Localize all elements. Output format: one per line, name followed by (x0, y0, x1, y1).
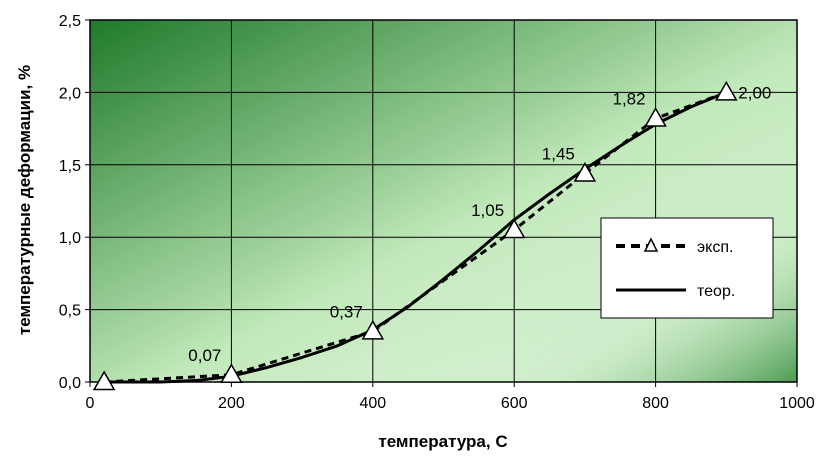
series-marker-exp (644, 106, 667, 127)
series-layer (92, 80, 738, 391)
series-marker-exp (361, 319, 385, 340)
data-labels: 0,07 0,37 1,05 1,45 1,82 2,00 (188, 83, 771, 364)
data-label: 1,82 (613, 89, 646, 108)
series-marker-exp (573, 161, 597, 182)
legend-marker-exp (643, 237, 659, 252)
y-tick-label: 1,0 (59, 230, 81, 247)
data-label: 0,37 (330, 302, 363, 321)
data-label: 2,00 (738, 83, 771, 102)
data-label: 1,05 (471, 201, 504, 220)
y-tick-label: 0,0 (59, 375, 81, 392)
plot-frame (89, 19, 798, 383)
x-tick-label: 800 (642, 395, 669, 412)
series-marker-exp (220, 363, 243, 384)
x-tick-label: 0 (86, 395, 95, 412)
legend-label-exp: эксп. (697, 239, 733, 256)
data-label: 1,45 (542, 144, 575, 163)
plot-area-shade (90, 20, 797, 382)
x-tick-label: 1000 (779, 395, 815, 412)
x-tick-label: 600 (501, 395, 528, 412)
y-tick-label: 2,5 (59, 13, 81, 30)
legend-box (600, 217, 774, 319)
series-marker-exp (502, 218, 526, 239)
axes: 0 200 400 600 800 1000 0,0 0,5 1,0 1,5 2,0 2,5 (59, 13, 815, 412)
x-tick-label: 200 (218, 395, 245, 412)
y-tick-label: 2,0 (59, 85, 81, 102)
x-tick-label: 400 (359, 395, 386, 412)
y-axis-title: температурные деформации, % (15, 65, 34, 335)
y-tick-label: 0,5 (59, 303, 81, 320)
legend: эксп. теор. (600, 217, 774, 319)
x-axis-title: температура, С (378, 432, 507, 451)
legend-label-theor: теор. (697, 283, 735, 300)
series-marker-exp (92, 370, 116, 391)
series-marker-exp (715, 80, 738, 101)
data-label: 0,07 (188, 346, 221, 365)
y-tick-label: 1,5 (59, 158, 81, 175)
